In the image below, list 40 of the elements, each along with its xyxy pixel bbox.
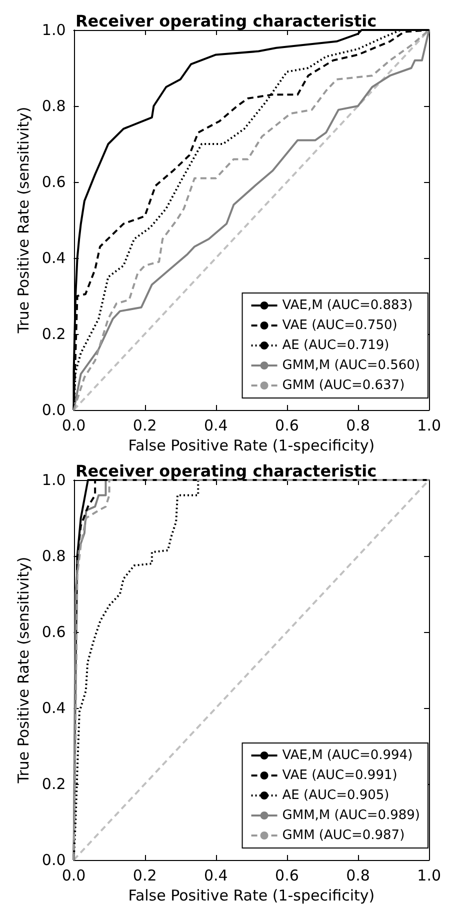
- x-tick-label: 0.0: [62, 866, 86, 884]
- legend-label: VAE,M (AUC=0.883): [282, 298, 413, 313]
- x-axis-title: False Positive Rate (1-specificity): [128, 886, 375, 904]
- y-axis-title: True Positive Rate (sensitivity): [14, 106, 32, 334]
- x-tick-label: 0.6: [275, 866, 299, 884]
- x-axis-title: False Positive Rate (1-specificity): [128, 436, 375, 454]
- legend-label: GMM,M (AUC=0.560): [282, 358, 420, 373]
- x-tick-label: 0.8: [346, 416, 370, 434]
- x-tick-label: 0.2: [132, 416, 157, 434]
- x-tick-label: 0.4: [204, 416, 228, 434]
- legend-label: VAE,M (AUC=0.994): [282, 748, 413, 763]
- legend-label: AE (AUC=0.905): [282, 788, 390, 803]
- y-axis-title: True Positive Rate (sensitivity): [14, 556, 32, 784]
- x-tick-label: 0.2: [132, 866, 157, 884]
- chart-title: Receiver operating characteristic: [75, 12, 377, 30]
- legend-label: AE (AUC=0.719): [282, 338, 390, 353]
- y-tick-label: 0.8: [42, 97, 66, 115]
- legend-label: VAE (AUC=0.991): [282, 768, 398, 783]
- y-tick-label: 0.6: [42, 173, 66, 191]
- y-tick-label: 0.2: [42, 325, 66, 343]
- y-tick-label: 0.6: [42, 623, 66, 641]
- legend-label: GMM,M (AUC=0.989): [282, 808, 420, 823]
- x-tick-label: 0.8: [346, 866, 370, 884]
- x-tick-label: 1.0: [417, 416, 441, 434]
- x-tick-label: 0.4: [204, 866, 228, 884]
- legend-label: GMM (AUC=0.987): [282, 828, 405, 843]
- y-tick-label: 0.0: [42, 851, 66, 869]
- legend-label: VAE (AUC=0.750): [282, 318, 398, 333]
- x-tick-label: 0.0: [62, 416, 86, 434]
- legend-label: GMM (AUC=0.637): [282, 378, 405, 393]
- y-tick-label: 0.8: [42, 547, 66, 565]
- y-tick-label: 0.2: [42, 775, 66, 793]
- y-tick-label: 0.4: [42, 699, 66, 717]
- y-tick-label: 0.4: [42, 249, 66, 267]
- chart-title: Receiver operating characteristic: [75, 462, 377, 480]
- y-tick-label: 1.0: [42, 21, 66, 39]
- y-tick-label: 0.0: [42, 401, 66, 419]
- x-tick-label: 0.6: [275, 416, 299, 434]
- y-tick-label: 1.0: [42, 471, 66, 489]
- x-tick-label: 1.0: [417, 866, 441, 884]
